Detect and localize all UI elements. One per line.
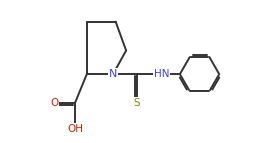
Text: S: S <box>133 98 140 108</box>
Text: O: O <box>50 98 58 108</box>
Text: N: N <box>109 69 117 79</box>
Text: OH: OH <box>67 124 83 134</box>
Text: HN: HN <box>154 69 169 79</box>
